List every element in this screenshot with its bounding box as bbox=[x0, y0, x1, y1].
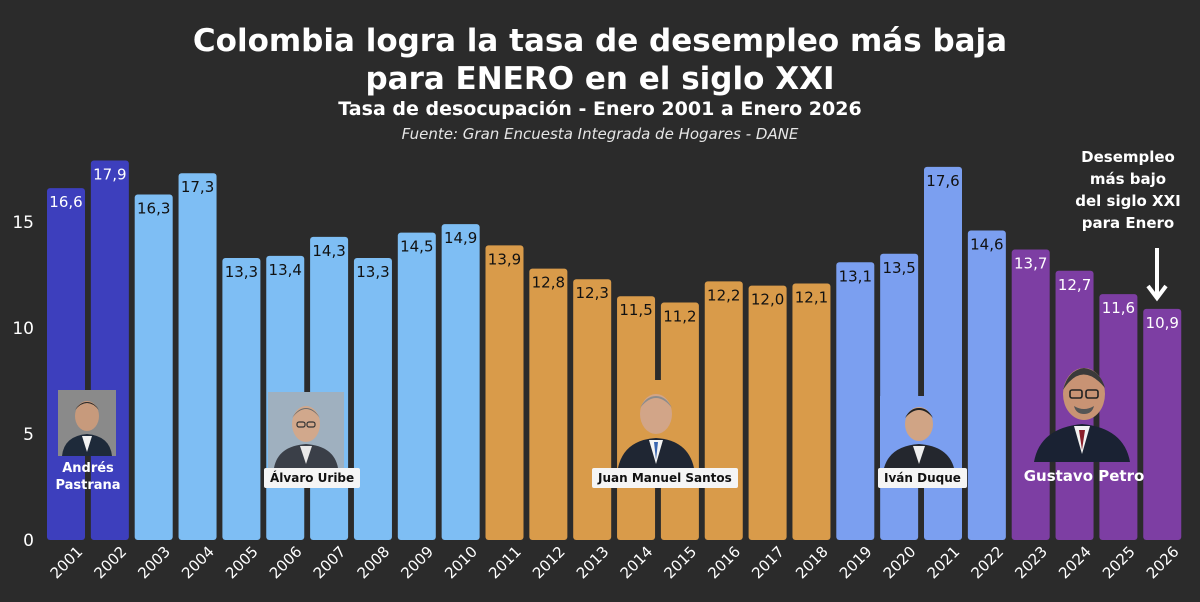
bar-value-label: 12,1 bbox=[795, 288, 828, 306]
bar-value-label: 16,6 bbox=[49, 193, 82, 211]
annotation-line3: del siglo XXI bbox=[1075, 192, 1181, 210]
chart-subtitle: Tasa de desocupación - Enero 2001 a Ener… bbox=[338, 98, 862, 120]
duque-portrait bbox=[880, 396, 958, 468]
annotation-line1: Desempleo bbox=[1081, 148, 1175, 166]
down-arrow-icon bbox=[1146, 248, 1168, 302]
duque-label: Iván Duque bbox=[878, 468, 967, 488]
x-tick-label: 2015 bbox=[660, 543, 700, 583]
annotation-line2: más bajo bbox=[1089, 170, 1167, 188]
x-tick-label: 2023 bbox=[1011, 543, 1051, 583]
bar-2016 bbox=[704, 281, 743, 540]
bar-value-label: 13,9 bbox=[488, 250, 521, 268]
lowest-annotation: Desempleo más bajo del siglo XXI para En… bbox=[1058, 146, 1198, 234]
x-tick-label: 2013 bbox=[573, 543, 613, 583]
bar-2013 bbox=[573, 279, 612, 540]
bar-2010 bbox=[441, 224, 480, 540]
x-tick-label: 2004 bbox=[178, 543, 218, 583]
x-tick-label: 2019 bbox=[836, 543, 876, 583]
bar-2012 bbox=[529, 268, 568, 540]
bar-2019 bbox=[836, 262, 875, 540]
bar-value-label: 12,2 bbox=[707, 286, 740, 304]
bar-value-label: 13,3 bbox=[356, 263, 389, 281]
pastrana-label-line2: Pastrana bbox=[55, 478, 121, 493]
bar-value-label: 14,5 bbox=[400, 238, 433, 256]
chart-title-line1: Colombia logra la tasa de desempleo más … bbox=[192, 23, 1008, 59]
bar-value-label: 17,9 bbox=[93, 166, 126, 184]
y-tick-label: 10 bbox=[12, 319, 34, 339]
x-tick-label: 2026 bbox=[1143, 543, 1183, 583]
x-tick-label: 2025 bbox=[1099, 543, 1139, 583]
x-tick-label: 2012 bbox=[529, 543, 569, 583]
chart-title-line2: para ENERO en el siglo XXI bbox=[365, 61, 835, 97]
bar-2018 bbox=[792, 283, 831, 540]
pastrana-portrait bbox=[58, 390, 116, 456]
x-tick-label: 2016 bbox=[704, 543, 744, 583]
x-tick-label: 2009 bbox=[397, 543, 437, 583]
bar-value-label: 13,1 bbox=[839, 267, 872, 285]
santos-label: Juan Manuel Santos bbox=[592, 468, 738, 488]
bar-2025 bbox=[1099, 294, 1138, 540]
bar-value-label: 16,3 bbox=[137, 199, 170, 217]
bar-value-label: 14,3 bbox=[312, 242, 345, 260]
x-tick-label: 2014 bbox=[617, 543, 657, 583]
petro-portrait bbox=[1034, 368, 1130, 462]
bar-2007 bbox=[310, 236, 349, 540]
x-tick-label: 2021 bbox=[924, 543, 964, 583]
bar-2023 bbox=[1011, 249, 1050, 540]
bar-value-label: 13,5 bbox=[882, 259, 915, 277]
bar-2011 bbox=[485, 245, 524, 540]
x-tick-label: 2001 bbox=[47, 543, 87, 583]
bar-value-label: 12,8 bbox=[532, 274, 565, 292]
bar-2009 bbox=[397, 232, 436, 540]
bar-2017 bbox=[748, 285, 787, 540]
bar-2003 bbox=[134, 194, 173, 540]
bar-value-label: 13,4 bbox=[269, 261, 302, 279]
x-tick-label: 2018 bbox=[792, 543, 832, 583]
petro-label: Gustavo Petro bbox=[1023, 467, 1145, 485]
x-tick-label: 2017 bbox=[748, 543, 788, 583]
x-tick-label: 2011 bbox=[485, 543, 525, 583]
bar-value-label: 17,6 bbox=[926, 172, 959, 190]
bar-value-label: 13,3 bbox=[225, 263, 258, 281]
y-tick-label: 15 bbox=[12, 213, 34, 233]
uribe-label: Álvaro Uribe bbox=[264, 468, 361, 488]
x-tick-label: 2008 bbox=[354, 543, 394, 583]
bar-value-label: 11,2 bbox=[663, 308, 696, 326]
bar-value-label: 17,3 bbox=[181, 178, 214, 196]
chart-source: Fuente: Gran Encuesta Integrada de Hogar… bbox=[401, 125, 799, 143]
x-tick-label: 2010 bbox=[441, 543, 481, 583]
bar-value-label: 14,6 bbox=[970, 235, 1003, 253]
pastrana-label-line1: Andrés bbox=[62, 461, 114, 476]
bar-value-label: 11,6 bbox=[1102, 299, 1135, 317]
x-tick-label: 2022 bbox=[967, 543, 1007, 583]
bar-2026 bbox=[1143, 308, 1182, 540]
x-tick-label: 2007 bbox=[310, 543, 350, 583]
bar-2022 bbox=[967, 230, 1006, 541]
santos-portrait bbox=[618, 380, 694, 468]
bar-value-label: 13,7 bbox=[1014, 255, 1047, 273]
x-tick-label: 2003 bbox=[134, 543, 174, 583]
x-tick-label: 2005 bbox=[222, 543, 262, 583]
bar-value-label: 11,5 bbox=[619, 301, 652, 319]
x-tick-label: 2024 bbox=[1055, 543, 1095, 583]
uribe-portrait bbox=[268, 392, 344, 468]
bar-value-label: 14,9 bbox=[444, 229, 477, 247]
bar-2004 bbox=[178, 173, 217, 541]
pastrana-label: Andrés Pastrana bbox=[50, 460, 126, 494]
annotation-line4: para Enero bbox=[1081, 214, 1175, 232]
x-tick-label: 2002 bbox=[90, 543, 130, 583]
bar-value-label: 12,3 bbox=[575, 284, 608, 302]
y-tick-label: 5 bbox=[23, 425, 34, 445]
bar-2005 bbox=[222, 258, 261, 540]
bar-value-label: 12,7 bbox=[1058, 276, 1091, 294]
x-tick-label: 2020 bbox=[880, 543, 920, 583]
bar-value-label: 10,9 bbox=[1146, 314, 1179, 332]
bar-2008 bbox=[353, 258, 392, 540]
y-tick-label: 0 bbox=[23, 531, 34, 551]
bar-value-label: 12,0 bbox=[751, 291, 784, 309]
x-tick-label: 2006 bbox=[266, 543, 306, 583]
